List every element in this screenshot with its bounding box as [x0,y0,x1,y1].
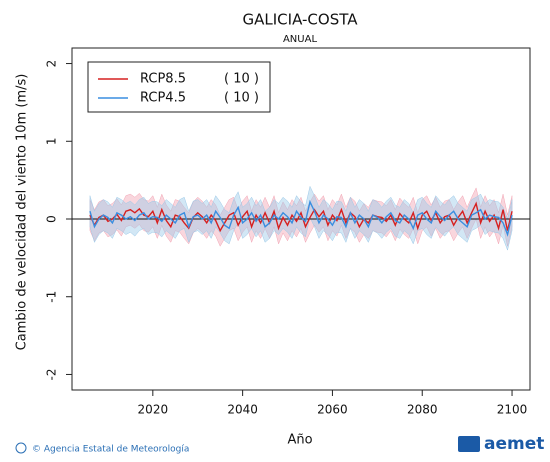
y-tick-label: 0 [45,215,59,223]
logo-icon [458,436,480,452]
series-line [89,199,513,237]
y-tick-label: -1 [45,291,59,303]
x-tick-label: 2020 [138,403,169,417]
y-axis-label: Cambio de velocidad del viento 10m (m/s) [15,74,30,351]
footer-logo: aemet [484,434,544,454]
y-tick-label: 1 [45,137,59,145]
legend-count: ( 10 ) [224,91,259,106]
chart-subtitle: ANUAL [283,34,317,45]
legend-label: RCP4.5 [140,91,186,106]
credit-icon [15,442,27,454]
footer-credit: © Agencia Estatal de Meteorología [32,445,189,455]
series-line [89,201,513,233]
x-tick-label: 2100 [497,403,528,417]
x-tick-label: 2040 [227,403,258,417]
y-tick-label: -2 [45,368,59,380]
x-tick-label: 2080 [407,403,438,417]
y-tick-label: 2 [45,60,59,68]
x-axis-label: Año [287,433,312,448]
chart-title: GALICIA-COSTA [243,11,359,29]
legend-label: RCP8.5 [140,72,186,87]
x-tick-label: 2060 [317,403,348,417]
legend-box [87,61,271,113]
legend-count: ( 10 ) [224,72,259,87]
